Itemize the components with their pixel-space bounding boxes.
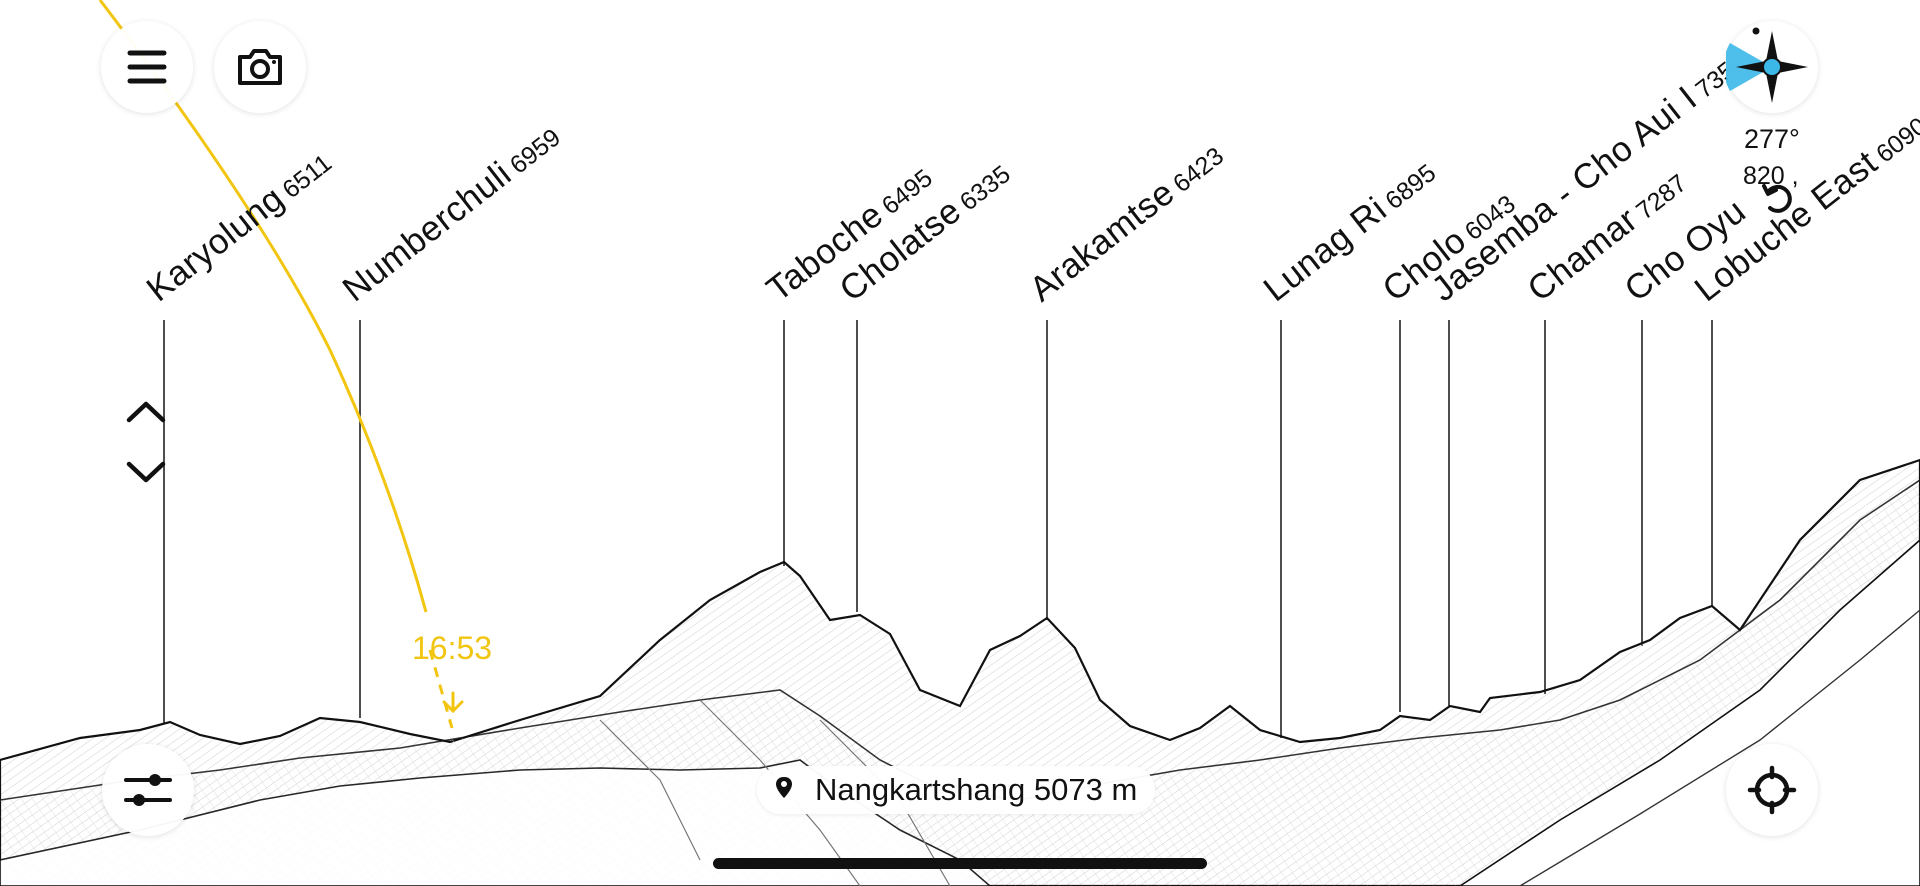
- distance-readout: 820 ,: [1743, 162, 1799, 190]
- zoom-up-button[interactable]: [118, 392, 174, 436]
- sun-arrow: [442, 691, 464, 714]
- camera-icon: [236, 47, 284, 87]
- recenter-button[interactable]: [1726, 744, 1818, 836]
- camera-button[interactable]: [214, 21, 306, 113]
- menu-button[interactable]: [101, 21, 193, 113]
- compass-heading: 277°: [1744, 124, 1800, 154]
- peak-leader-lines: [163, 320, 1713, 738]
- rotate-icon[interactable]: [1760, 180, 1794, 219]
- ridge-front-right-2: [1519, 609, 1920, 886]
- home-indicator: [713, 858, 1207, 869]
- location-pin-icon: [767, 771, 801, 810]
- compass-button[interactable]: [1726, 21, 1818, 113]
- location-pill[interactable]: Nangkartshang 5073 m: [757, 766, 1156, 814]
- compass-icon: [1726, 21, 1818, 113]
- sliders-icon: [123, 770, 173, 810]
- location-name: Nangkartshang 5073 m: [815, 772, 1138, 807]
- chevron-up-icon: [126, 400, 166, 429]
- sun-time-label: 16:53: [412, 630, 493, 666]
- chevron-down-icon: [126, 460, 166, 489]
- ridge-front: [0, 759, 992, 886]
- sun-path-dashed: [428, 649, 454, 729]
- zoom-down-button[interactable]: [118, 452, 174, 496]
- crosshair-target-icon: [1747, 765, 1797, 815]
- hamburger-menu-icon: [127, 49, 167, 85]
- sun-path-line: [98, 0, 428, 613]
- filters-button[interactable]: [102, 744, 194, 836]
